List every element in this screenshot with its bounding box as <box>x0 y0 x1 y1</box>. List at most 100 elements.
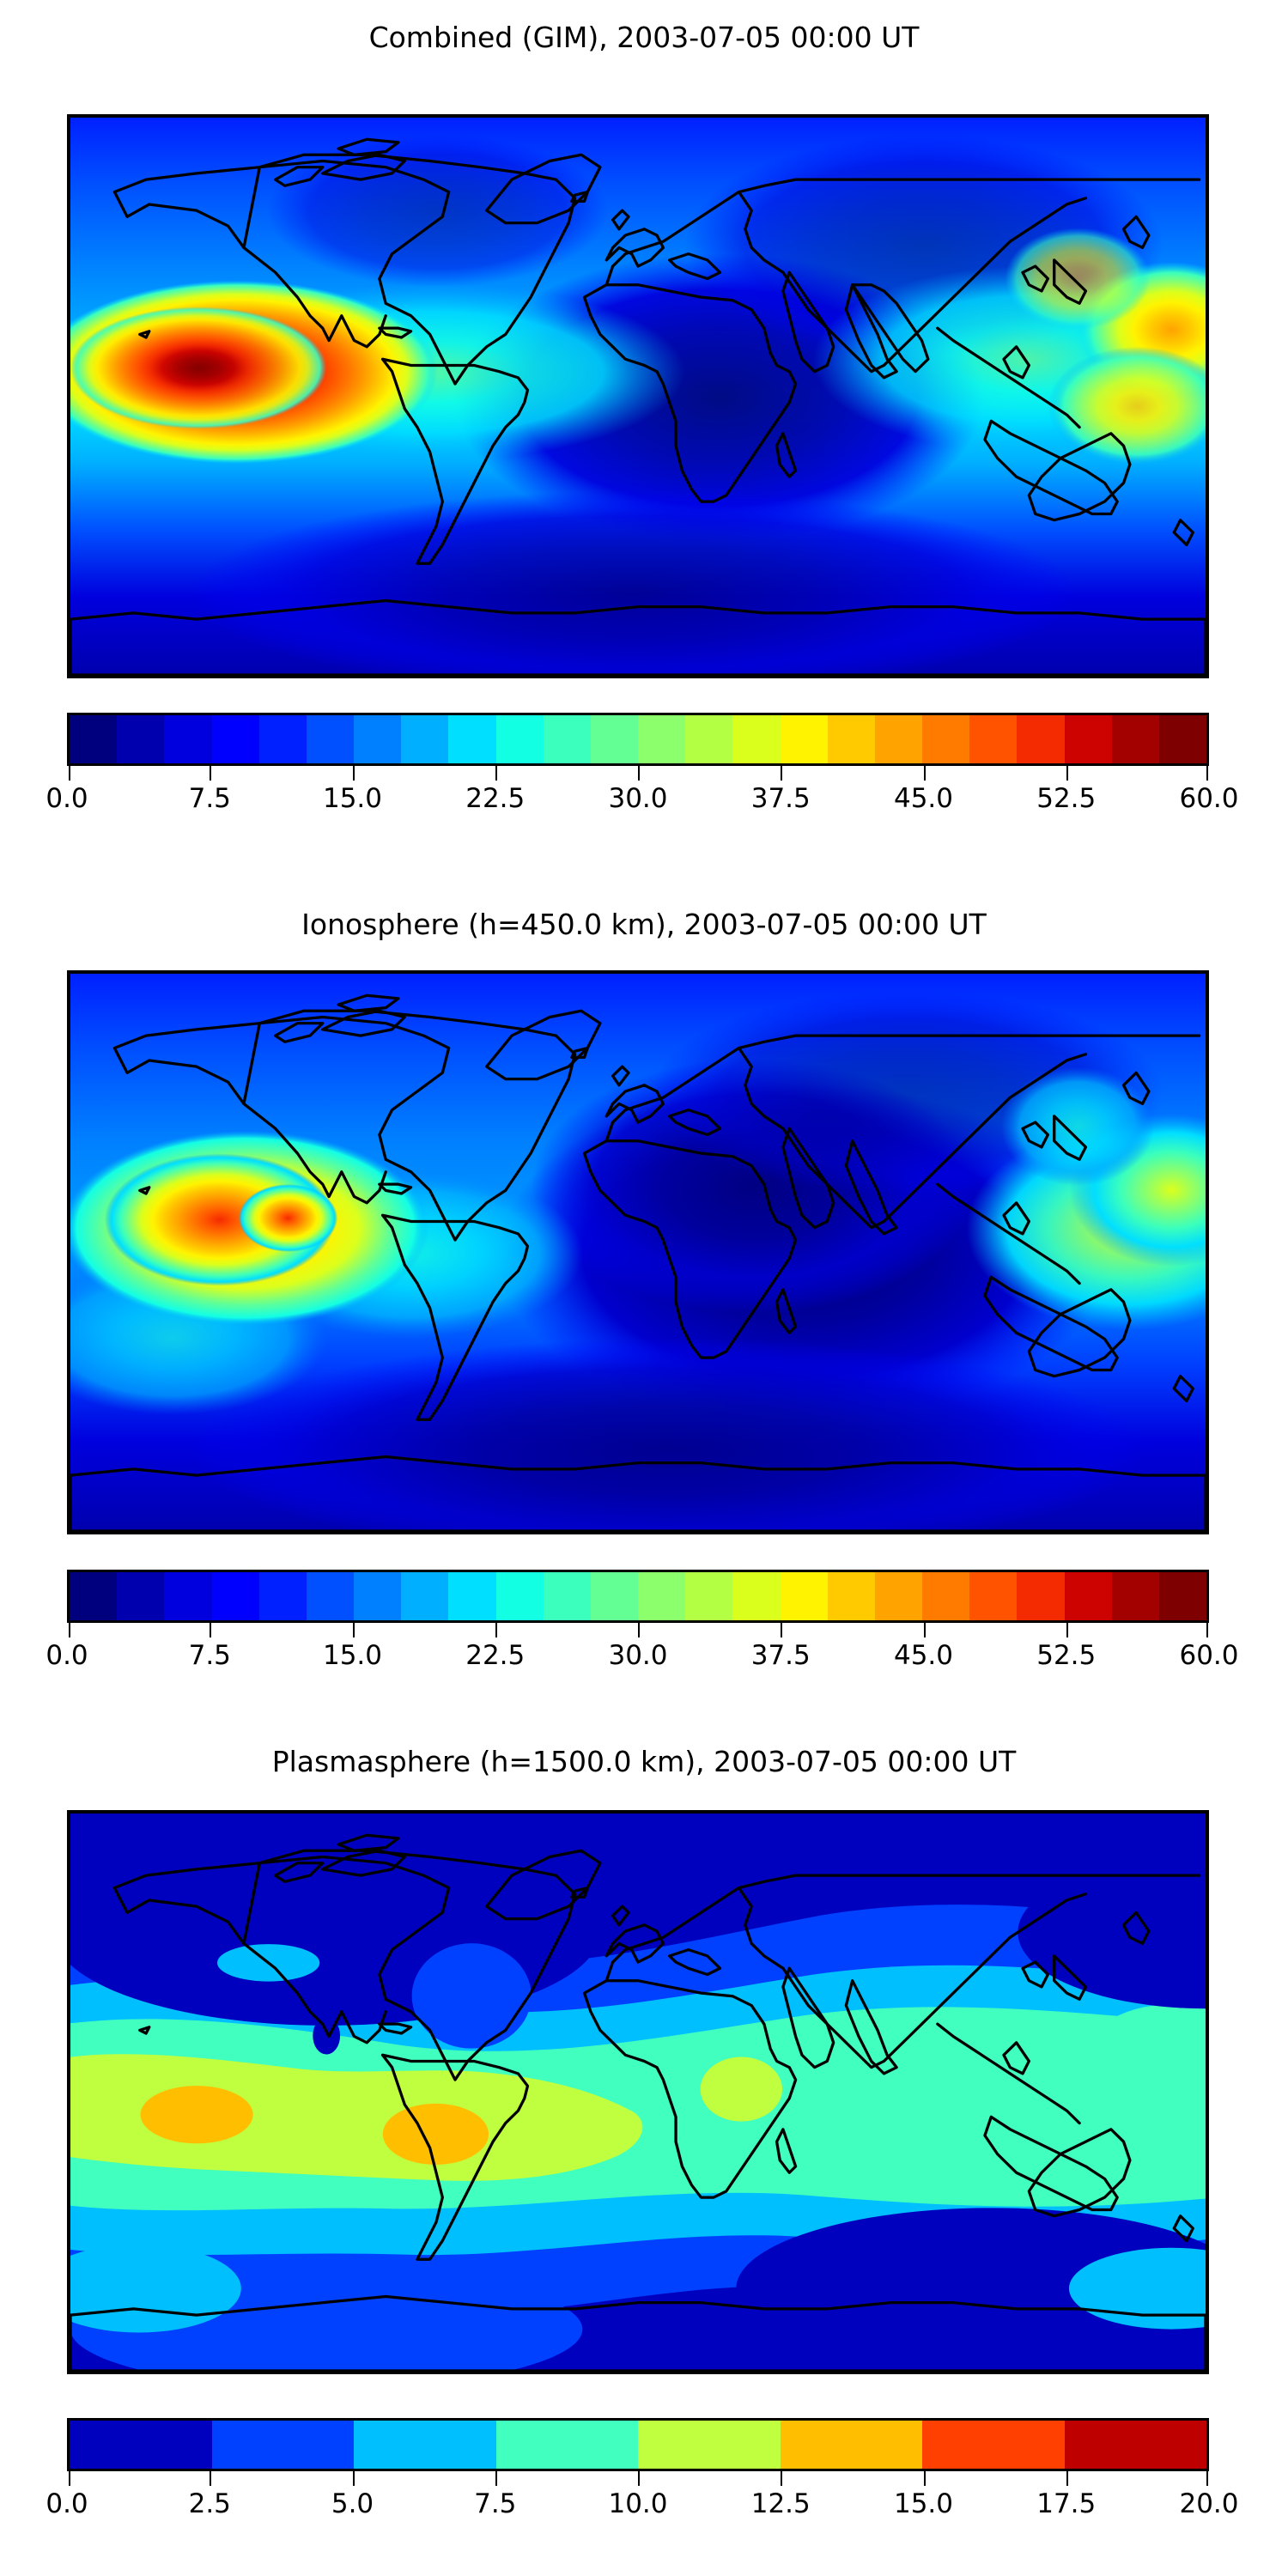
colorbar-tick-label: 15.0 <box>322 1640 383 1671</box>
colorbar-segment <box>590 1572 639 1620</box>
colorbar-tick <box>210 2471 212 2486</box>
colorbar-tick <box>352 2471 355 2486</box>
colorbar-tick-label: 30.0 <box>608 1640 668 1671</box>
coastline-overlay-2 <box>70 993 1206 1531</box>
colorbar-tick <box>210 766 212 781</box>
colorbar-tick <box>69 2471 70 2486</box>
colorbar-segment <box>1064 715 1112 763</box>
colorbar-tick-label: 7.5 <box>188 1640 231 1671</box>
colorbar-segment <box>354 715 402 763</box>
colorbar-segment <box>827 1572 875 1620</box>
colorbar-ticks-combined <box>67 766 1209 783</box>
panel-ionosphere: Ionosphere (h=450.0 km), 2003-07-05 00:0… <box>0 859 1288 1709</box>
colorbar-segment <box>732 1572 781 1620</box>
colorbar-tick-label: 0.0 <box>46 2488 88 2519</box>
colorbar-ionosphere <box>67 1570 1209 1623</box>
colorbar-segment <box>448 715 496 763</box>
colorbar-tick <box>923 766 926 781</box>
coastlines-ionosphere <box>70 974 1206 1531</box>
colorbar-tick <box>495 766 497 781</box>
colorbar-tick-label: 7.5 <box>474 2488 517 2519</box>
panel-title-plasmasphere: Plasmasphere (h=1500.0 km), 2003-07-05 0… <box>271 1745 1017 1778</box>
colorbar-tick-label: 52.5 <box>1036 783 1097 814</box>
colorbar-segment <box>1017 1572 1065 1620</box>
colorbar-segment <box>780 715 828 763</box>
colorbar-tick-label: 22.5 <box>465 1640 526 1671</box>
map-ionosphere-field <box>70 974 1206 1531</box>
colorbar-labels-combined: 0.0 7.5 15.0 22.5 30.0 37.5 45.0 52.5 60.0 <box>0 783 1288 823</box>
colorbar-segment <box>1158 715 1207 763</box>
colorbar-tick-label: 12.5 <box>750 2488 811 2519</box>
colorbar-tick <box>352 1623 355 1637</box>
map-plasmasphere <box>67 1810 1209 2374</box>
colorbar-segment <box>70 2421 212 2469</box>
colorbar-segment <box>780 1572 828 1620</box>
colorbar-segment <box>827 715 875 763</box>
colorbar-segment <box>258 715 307 763</box>
colorbar-tick <box>69 766 70 781</box>
colorbar-tick-label: 37.5 <box>750 783 811 814</box>
colorbar-tick <box>638 1623 640 1637</box>
coastlines-combined <box>70 118 1206 675</box>
map-combined <box>67 114 1209 678</box>
colorbar-tick <box>923 1623 926 1637</box>
tec-field-ionosphere <box>70 974 1206 1531</box>
colorbar-segment <box>354 1572 402 1620</box>
colorbar-segment <box>448 1572 496 1620</box>
coastlines-plasmasphere <box>70 1814 1206 2371</box>
panel-plasmasphere: Plasmasphere (h=1500.0 km), 2003-07-05 0… <box>0 1709 1288 2576</box>
colorbar-segment <box>306 1572 355 1620</box>
colorbar-combined <box>67 713 1209 766</box>
colorbar-tick-label: 20.0 <box>1179 2488 1239 2519</box>
panel-title-ionosphere: Ionosphere (h=450.0 km), 2003-07-05 00:0… <box>301 908 987 941</box>
colorbar-segment <box>306 715 355 763</box>
colorbar-tick <box>495 1623 497 1637</box>
colorbar-tick <box>1066 1623 1068 1637</box>
colorbar-segment <box>543 715 591 763</box>
colorbar-segment <box>874 1572 923 1620</box>
colorbar-segment <box>211 715 259 763</box>
colorbar-segment <box>164 1572 212 1620</box>
colorbar-segment <box>117 715 165 763</box>
colorbar-segment <box>401 715 449 763</box>
coastline-overlay-3 <box>70 1833 1206 2371</box>
colorbar-tick <box>1206 766 1208 781</box>
colorbar-tick <box>781 2471 783 2486</box>
colorbar-tick-label: 60.0 <box>1179 1640 1239 1671</box>
colorbar-segment <box>969 1572 1018 1620</box>
colorbar-tick-label: 15.0 <box>893 2488 954 2519</box>
colorbar-segment <box>354 2421 496 2469</box>
colorbar-segment <box>922 2421 1065 2469</box>
colorbar-tick-label: 45.0 <box>893 783 954 814</box>
colorbar-tick-label: 5.0 <box>331 2488 374 2519</box>
colorbar-segment <box>922 715 970 763</box>
colorbar-tick-label: 45.0 <box>893 1640 954 1671</box>
colorbar-segment <box>1064 2421 1206 2469</box>
colorbar-segment <box>211 1572 259 1620</box>
colorbar-tick-label: 60.0 <box>1179 783 1239 814</box>
colorbar-tick <box>1066 2471 1068 2486</box>
colorbar-tick <box>69 1623 70 1637</box>
colorbar-segment <box>117 1572 165 1620</box>
colorbar-tick-label: 2.5 <box>188 2488 231 2519</box>
colorbar-tick <box>1206 1623 1208 1637</box>
map-ionosphere <box>67 970 1209 1534</box>
colorbar-segment <box>732 715 781 763</box>
colorbar-segment <box>638 715 686 763</box>
colorbar-segment <box>70 715 118 763</box>
colorbar-segment <box>969 715 1018 763</box>
colorbar-tick-label: 0.0 <box>46 1640 88 1671</box>
colorbar-tick-label: 17.5 <box>1036 2488 1097 2519</box>
colorbar-segment <box>638 1572 686 1620</box>
colorbar-tick-label: 15.0 <box>322 783 383 814</box>
colorbar-segment <box>401 1572 449 1620</box>
colorbar-tick <box>781 766 783 781</box>
colorbar-tick <box>352 766 355 781</box>
colorbar-segment <box>164 715 212 763</box>
colorbar-segment <box>1158 1572 1207 1620</box>
colorbar-segment <box>1017 715 1065 763</box>
colorbar-segment <box>685 715 733 763</box>
colorbar-tick <box>638 2471 640 2486</box>
colorbar-tick-label: 0.0 <box>46 783 88 814</box>
